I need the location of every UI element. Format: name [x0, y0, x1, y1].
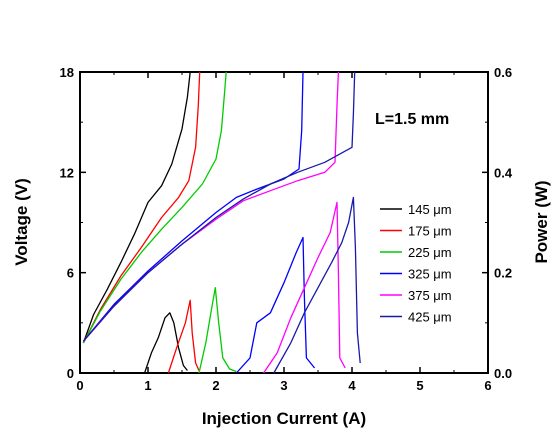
x-tick-label: 1	[144, 378, 151, 393]
x-axis-title: Injection Current (A)	[202, 409, 366, 428]
x-tick-label: 5	[416, 378, 423, 393]
y-left-tick-label: 18	[60, 65, 74, 80]
x-tick-label: 3	[280, 378, 287, 393]
y-left-tick-label: 12	[60, 165, 74, 180]
voltage-line-425-um	[82, 71, 356, 342]
annotation-label: L=1.5 mm	[375, 111, 449, 128]
power-line-375-um	[263, 201, 346, 374]
y-axis-right-title: Power (W)	[532, 180, 551, 263]
y-right-tick-label: 0.4	[494, 165, 513, 180]
legend: 145 μm 175 μm 225 μm 325 μm 375 μm 425 μm	[380, 202, 452, 325]
legend-label-375-um: 375 μm	[408, 288, 452, 303]
power-line-145-um	[143, 312, 188, 374]
x-tick-label: 6	[484, 378, 491, 393]
power-line-325-um	[235, 236, 316, 374]
voltage-line-145-um	[82, 71, 191, 344]
legend-label-145-um: 145 μm	[408, 202, 452, 217]
x-tick-label: 2	[212, 378, 219, 393]
x-tick-label: 0	[76, 378, 83, 393]
voltage-line-325-um	[82, 71, 304, 342]
legend-label-225-um: 225 μm	[408, 245, 452, 260]
voltage-line-375-um	[82, 71, 340, 342]
y-left-tick-label: 0	[67, 366, 74, 381]
series-lines	[82, 71, 361, 374]
y-right-tick-label: 0.0	[494, 366, 512, 381]
legend-label-325-um: 325 μm	[408, 267, 452, 282]
voltage-line-225-um	[82, 71, 227, 344]
power-line-175-um	[167, 299, 200, 374]
y-left-tick-label: 6	[67, 266, 74, 281]
legend-label-175-um: 175 μm	[408, 224, 452, 239]
legend-label-425-um: 425 μm	[408, 310, 452, 325]
x-tick-label: 4	[348, 378, 356, 393]
y-right-tick-label: 0.6	[494, 65, 512, 80]
y-axis-left-title: Voltage (V)	[12, 178, 31, 266]
y-right-tick-label: 0.2	[494, 266, 512, 281]
power-line-425-um	[273, 196, 361, 374]
power-line-225-um	[198, 287, 237, 374]
voltage-line-175-um	[82, 71, 201, 344]
